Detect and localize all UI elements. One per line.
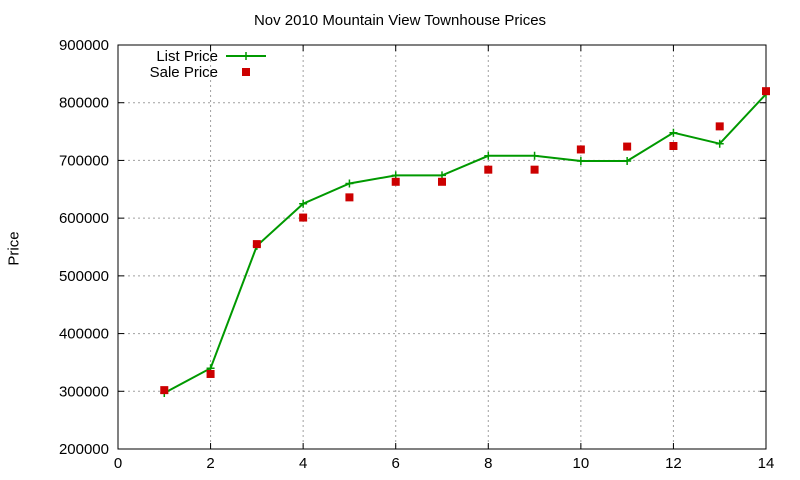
legend-label: List Price	[156, 48, 218, 65]
y-tick-label: 600000	[59, 210, 109, 227]
sale-price-point	[762, 87, 770, 96]
list-price-point	[484, 151, 493, 160]
plot-frame	[117, 44, 767, 450]
list-price-point	[715, 139, 724, 148]
sale-price-point	[530, 165, 539, 174]
x-tick-label: 14	[758, 455, 775, 472]
list-price-point	[299, 199, 308, 208]
tick-labels: 0 2 4 6 8 10 12 14 200000 300000 400000 500000 60000…	[59, 37, 774, 472]
sale-price-point	[345, 193, 354, 202]
x-tick-label: 4	[299, 455, 307, 472]
sale-price-point	[623, 142, 632, 151]
list-price-point	[576, 157, 585, 166]
y-tick-label: 900000	[59, 37, 109, 54]
sale-price-point	[252, 240, 261, 249]
list-price-point	[345, 179, 354, 188]
x-tick-label: 10	[573, 455, 590, 472]
axes	[117, 44, 767, 450]
series	[160, 87, 770, 398]
sale-price-point	[206, 369, 215, 378]
y-tick-label: 500000	[59, 268, 109, 285]
legend-cross-swatch	[242, 52, 250, 60]
y-tick-label: 800000	[59, 95, 109, 112]
sale-price-point	[484, 165, 493, 174]
legend-label: Sale Price	[150, 64, 218, 81]
legend-square-swatch	[242, 68, 250, 76]
x-tick-label: 6	[392, 455, 400, 472]
sale-price-point	[299, 213, 308, 222]
list-price-point	[623, 157, 632, 166]
x-tick-label: 8	[484, 455, 492, 472]
sale-price-point	[160, 386, 169, 395]
chart-title: Nov 2010 Mountain View Townhouse Prices	[253, 12, 547, 29]
y-tick-label: 200000	[59, 441, 109, 458]
list-price-point	[669, 128, 678, 137]
y-tick-label: 700000	[59, 152, 109, 169]
x-tick-label: 2	[206, 455, 214, 472]
grid	[118, 45, 766, 449]
y-tick-label: 300000	[59, 383, 109, 400]
sale-price-point	[438, 177, 446, 186]
x-tick-label: 0	[114, 455, 122, 472]
x-tick-label: 12	[665, 455, 682, 472]
y-tick-label: 400000	[59, 326, 109, 343]
sale-price-point	[669, 142, 678, 150]
sale-price-point	[576, 145, 585, 154]
list-price-point	[530, 151, 539, 160]
sale-price-point	[715, 122, 724, 131]
list-price-line	[163, 93, 767, 394]
sale-price-point	[391, 177, 400, 186]
